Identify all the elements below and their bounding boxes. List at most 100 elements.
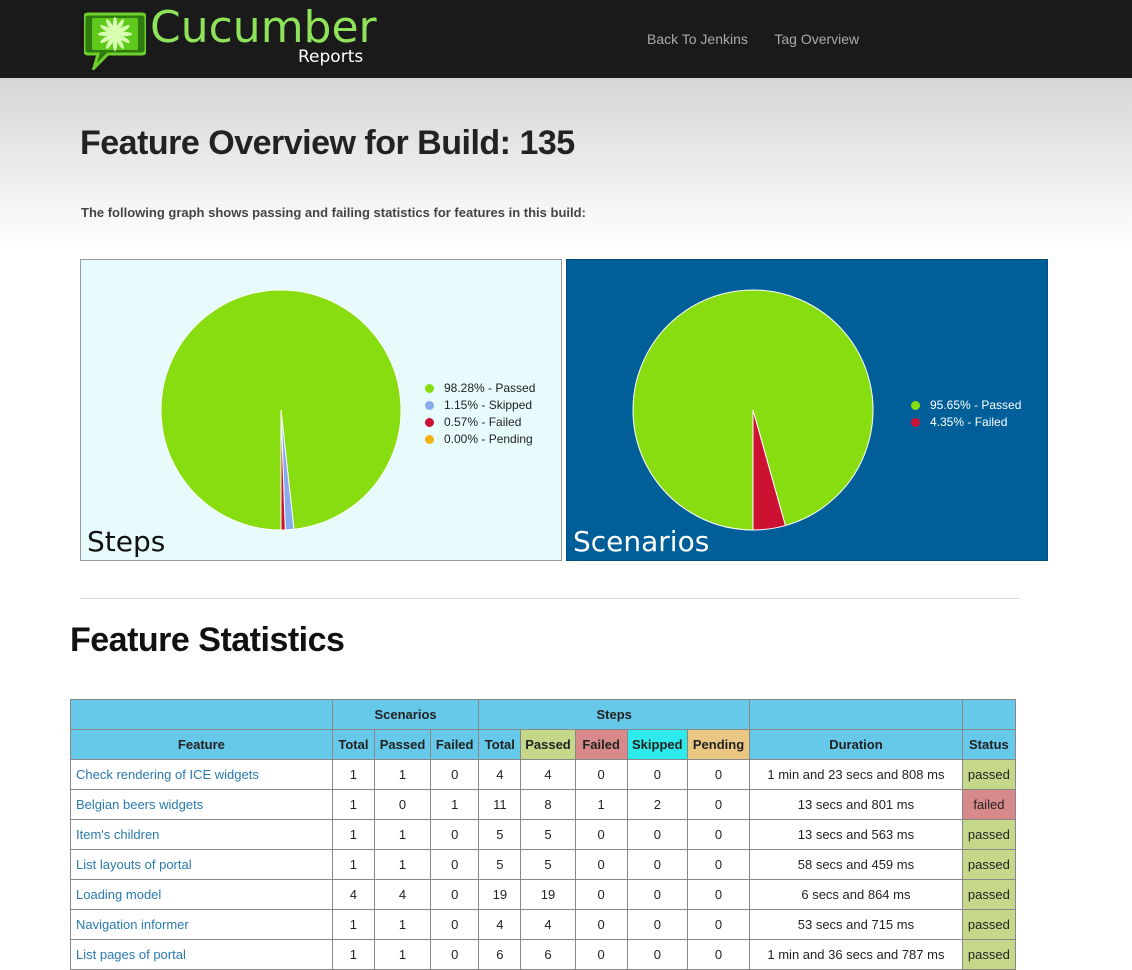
st-total-cell: 5 — [478, 819, 522, 850]
col-steps-total[interactable]: Total — [478, 729, 522, 760]
col-duration[interactable]: Duration — [749, 729, 963, 760]
legend-item: 98.28% - Passed — [425, 380, 535, 397]
legend-label: 98.28% - Passed — [444, 381, 536, 395]
st-pending-cell: 0 — [686, 849, 751, 880]
status-cell: passed — [961, 819, 1017, 850]
sc-total-cell: 1 — [331, 789, 375, 820]
legend-label: 0.57% - Failed — [444, 415, 522, 429]
legend-label: 0.00% - Pending — [444, 432, 533, 446]
feature-link[interactable]: Item's children — [76, 827, 160, 842]
scenarios-chart: 95.65% - Passed 4.35% - Failed Scenarios — [566, 259, 1048, 561]
st-failed-cell: 0 — [574, 909, 628, 940]
feature-link[interactable]: Belgian beers widgets — [76, 797, 204, 812]
page-title: Feature Overview for Build: 135 — [80, 124, 575, 162]
feature-cell: List pages of portal — [70, 939, 333, 970]
sc-total-cell: 1 — [331, 939, 375, 970]
legend-swatch — [911, 401, 920, 410]
st-failed-cell: 1 — [574, 789, 628, 820]
duration-cell: 1 min and 36 secs and 787 ms — [749, 939, 963, 970]
legend-swatch — [425, 435, 434, 444]
st-pending-cell: 0 — [686, 759, 751, 790]
steps-pie-svg — [160, 289, 402, 531]
st-passed-cell: 8 — [520, 789, 576, 820]
sc-total-cell: 1 — [331, 819, 375, 850]
legend-label: 4.35% - Failed — [930, 415, 1008, 429]
steps-group-header: Steps — [478, 699, 751, 730]
legend-item: 1.15% - Skipped — [425, 397, 535, 414]
sc-total-cell: 4 — [331, 879, 375, 910]
st-total-cell: 4 — [478, 909, 522, 940]
st-pending-cell: 0 — [686, 879, 751, 910]
sc-passed-cell: 0 — [373, 789, 432, 820]
col-steps-skipped[interactable]: Skipped — [626, 729, 688, 760]
st-failed-cell: 0 — [574, 759, 628, 790]
duration-cell: 6 secs and 864 ms — [749, 879, 963, 910]
st-total-cell: 11 — [478, 789, 522, 820]
feature-link[interactable]: List layouts of portal — [76, 857, 192, 872]
st-failed-cell: 0 — [574, 939, 628, 970]
legend-item: 4.35% - Failed — [911, 414, 1021, 431]
st-passed-cell: 19 — [520, 879, 576, 910]
col-scenarios-failed[interactable]: Failed — [430, 729, 480, 760]
scenarios-group-header: Scenarios — [331, 699, 480, 730]
st-total-cell: 4 — [478, 759, 522, 790]
sc-failed-cell: 0 — [430, 759, 480, 790]
table-row: Item's children 1 1 0 5 5 0 0 0 13 secs and 563 m… — [70, 819, 1017, 850]
hero-background — [0, 78, 1132, 248]
legend-swatch — [911, 418, 920, 427]
st-pending-cell: 0 — [686, 909, 751, 940]
table-row: Check rendering of ICE widgets 1 1 0 4 4 0 0 0 1 … — [70, 759, 1017, 790]
feature-link[interactable]: Loading model — [76, 887, 162, 902]
col-steps-failed[interactable]: Failed — [574, 729, 628, 760]
sc-total-cell: 1 — [331, 759, 375, 790]
col-feature[interactable]: Feature — [70, 729, 333, 760]
feature-statistics-title: Feature Statistics — [70, 621, 345, 659]
st-passed-cell: 5 — [520, 819, 576, 850]
status-cell: failed — [961, 789, 1017, 820]
legend-item: 0.00% - Pending — [425, 431, 535, 448]
sc-passed-cell: 1 — [373, 759, 432, 790]
col-steps-passed[interactable]: Passed — [520, 729, 576, 760]
empty-header-cell — [749, 699, 963, 730]
scenarios-chart-title: Scenarios — [573, 525, 710, 558]
table-group-header-row: Scenarios Steps — [70, 699, 1017, 730]
cucumber-logo-icon — [84, 12, 146, 70]
feature-link[interactable]: Navigation informer — [76, 917, 189, 932]
legend-swatch — [425, 384, 434, 393]
feature-link[interactable]: Check rendering of ICE widgets — [76, 767, 259, 782]
legend-swatch — [425, 418, 434, 427]
cucumber-reports-logo[interactable]: Cucumber Reports — [84, 2, 384, 72]
feature-cell: Loading model — [70, 879, 333, 910]
steps-legend: 98.28% - Passed 1.15% - Skipped 0.57% - Fa… — [425, 380, 535, 448]
st-skipped-cell: 0 — [626, 879, 688, 910]
col-scenarios-total[interactable]: Total — [331, 729, 375, 760]
sc-total-cell: 1 — [331, 849, 375, 880]
st-total-cell: 5 — [478, 849, 522, 880]
sc-total-cell: 1 — [331, 909, 375, 940]
sc-failed-cell: 0 — [430, 819, 480, 850]
feature-link[interactable]: List pages of portal — [76, 947, 186, 962]
duration-cell: 13 secs and 801 ms — [749, 789, 963, 820]
back-to-jenkins-link[interactable]: Back To Jenkins — [647, 31, 748, 47]
st-failed-cell: 0 — [574, 849, 628, 880]
legend-swatch — [425, 401, 434, 410]
duration-cell: 53 secs and 715 ms — [749, 909, 963, 940]
col-steps-pending[interactable]: Pending — [686, 729, 751, 760]
table-row: List layouts of portal 1 1 0 5 5 0 0 0 58 secs an… — [70, 849, 1017, 880]
sc-failed-cell: 0 — [430, 939, 480, 970]
legend-label: 95.65% - Passed — [930, 398, 1022, 412]
status-cell: passed — [961, 849, 1017, 880]
status-cell: passed — [961, 759, 1017, 790]
st-skipped-cell: 0 — [626, 759, 688, 790]
duration-cell: 1 min and 23 secs and 808 ms — [749, 759, 963, 790]
col-status[interactable]: Status — [961, 729, 1017, 760]
sc-passed-cell: 1 — [373, 819, 432, 850]
st-total-cell: 19 — [478, 879, 522, 910]
st-failed-cell: 0 — [574, 879, 628, 910]
col-scenarios-passed[interactable]: Passed — [373, 729, 432, 760]
legend-item: 0.57% - Failed — [425, 414, 535, 431]
st-skipped-cell: 0 — [626, 819, 688, 850]
feature-cell: List layouts of portal — [70, 849, 333, 880]
tag-overview-link[interactable]: Tag Overview — [774, 31, 860, 47]
steps-chart: 98.28% - Passed 1.15% - Skipped 0.57% - Fa… — [80, 259, 562, 561]
